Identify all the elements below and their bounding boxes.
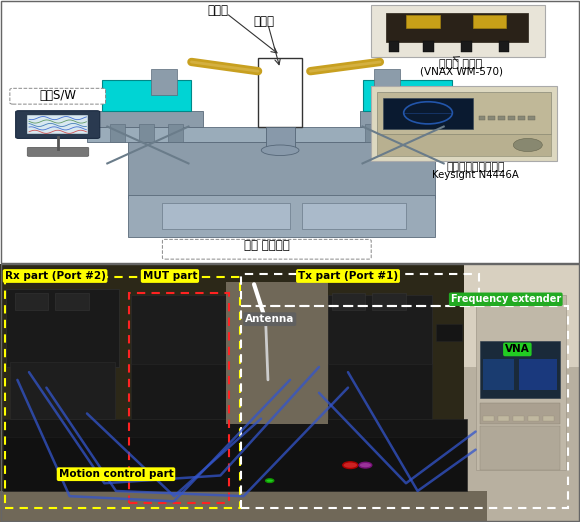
Text: Frequency extender: Frequency extender <box>451 294 561 304</box>
Bar <box>513 416 524 421</box>
Bar <box>423 41 434 52</box>
Bar <box>389 41 399 52</box>
Bar <box>55 293 89 310</box>
Bar <box>226 282 328 424</box>
Bar <box>27 115 88 134</box>
Text: 안테나: 안테나 <box>253 15 274 28</box>
Bar <box>168 124 183 143</box>
Bar <box>128 195 435 238</box>
Text: 주파수 확장기: 주파수 확장기 <box>440 58 483 68</box>
Bar <box>436 324 462 341</box>
Bar <box>226 282 328 424</box>
Bar <box>498 416 509 421</box>
Text: 벡터네트워크분석기: 벡터네트워크분석기 <box>447 162 505 172</box>
Bar <box>241 274 478 306</box>
Bar <box>377 92 551 135</box>
Bar <box>3 437 467 491</box>
Bar <box>519 359 557 390</box>
Bar <box>0 491 487 522</box>
Text: VNA: VNA <box>505 345 530 354</box>
Bar <box>87 126 476 143</box>
Bar <box>461 41 472 52</box>
Text: 모션 컨트롤러: 모션 컨트롤러 <box>244 239 289 252</box>
Bar <box>478 116 485 120</box>
Bar <box>3 419 467 440</box>
Text: MUT part: MUT part <box>143 271 197 281</box>
Bar <box>241 306 568 508</box>
Bar <box>498 116 505 120</box>
Text: Keysight N4446A: Keysight N4446A <box>432 170 519 180</box>
Bar <box>476 294 566 470</box>
Bar <box>14 293 48 310</box>
Bar <box>6 289 119 367</box>
Bar <box>5 277 240 508</box>
Bar <box>328 294 432 367</box>
Bar <box>362 80 452 111</box>
Bar <box>139 124 154 143</box>
Bar <box>130 294 226 367</box>
Bar <box>499 41 509 52</box>
Bar <box>383 98 473 129</box>
Bar <box>128 143 435 198</box>
Bar <box>488 116 495 120</box>
Text: (VNAX WM-570): (VNAX WM-570) <box>419 66 503 76</box>
FancyBboxPatch shape <box>16 111 100 138</box>
FancyBboxPatch shape <box>10 88 106 104</box>
Bar <box>543 416 554 421</box>
Bar <box>483 416 494 421</box>
FancyBboxPatch shape <box>27 147 89 156</box>
Bar <box>258 58 302 126</box>
Bar <box>528 116 535 120</box>
Bar <box>483 359 514 390</box>
Bar <box>110 124 125 143</box>
Circle shape <box>359 462 372 468</box>
Bar <box>372 293 406 310</box>
Text: Antenna: Antenna <box>245 314 295 324</box>
Bar <box>365 124 380 143</box>
Bar <box>151 68 177 95</box>
Bar <box>480 426 560 470</box>
Bar <box>371 5 545 57</box>
Bar <box>423 124 438 143</box>
Bar <box>302 203 406 229</box>
Bar <box>162 203 290 229</box>
Bar <box>386 13 528 42</box>
Circle shape <box>266 479 274 482</box>
Text: 제어S/W: 제어S/W <box>39 89 77 102</box>
Bar <box>377 135 551 156</box>
Bar <box>480 341 560 398</box>
Bar <box>360 111 464 126</box>
Ellipse shape <box>261 145 299 156</box>
Bar <box>464 264 580 367</box>
Bar <box>102 80 191 111</box>
Bar <box>99 111 203 126</box>
Bar <box>130 364 226 419</box>
Bar <box>528 416 539 421</box>
Bar <box>371 86 557 161</box>
Text: Motion control part: Motion control part <box>59 469 173 479</box>
Bar <box>518 116 525 120</box>
Bar <box>332 293 365 310</box>
Text: Rx part (Port #2): Rx part (Port #2) <box>5 271 106 281</box>
Bar <box>473 15 506 28</box>
Bar <box>394 124 409 143</box>
Bar <box>10 362 115 419</box>
FancyBboxPatch shape <box>162 240 371 259</box>
Bar <box>508 116 515 120</box>
Bar <box>328 364 432 419</box>
Bar <box>266 126 295 148</box>
Bar <box>464 367 580 522</box>
Bar <box>129 293 229 503</box>
Text: 시료부: 시료부 <box>207 4 228 17</box>
Text: Tx part (Port #1): Tx part (Port #1) <box>298 271 398 281</box>
Bar <box>480 403 560 424</box>
Bar <box>374 68 400 95</box>
Circle shape <box>513 138 542 151</box>
Circle shape <box>343 462 358 469</box>
Bar <box>406 15 440 28</box>
